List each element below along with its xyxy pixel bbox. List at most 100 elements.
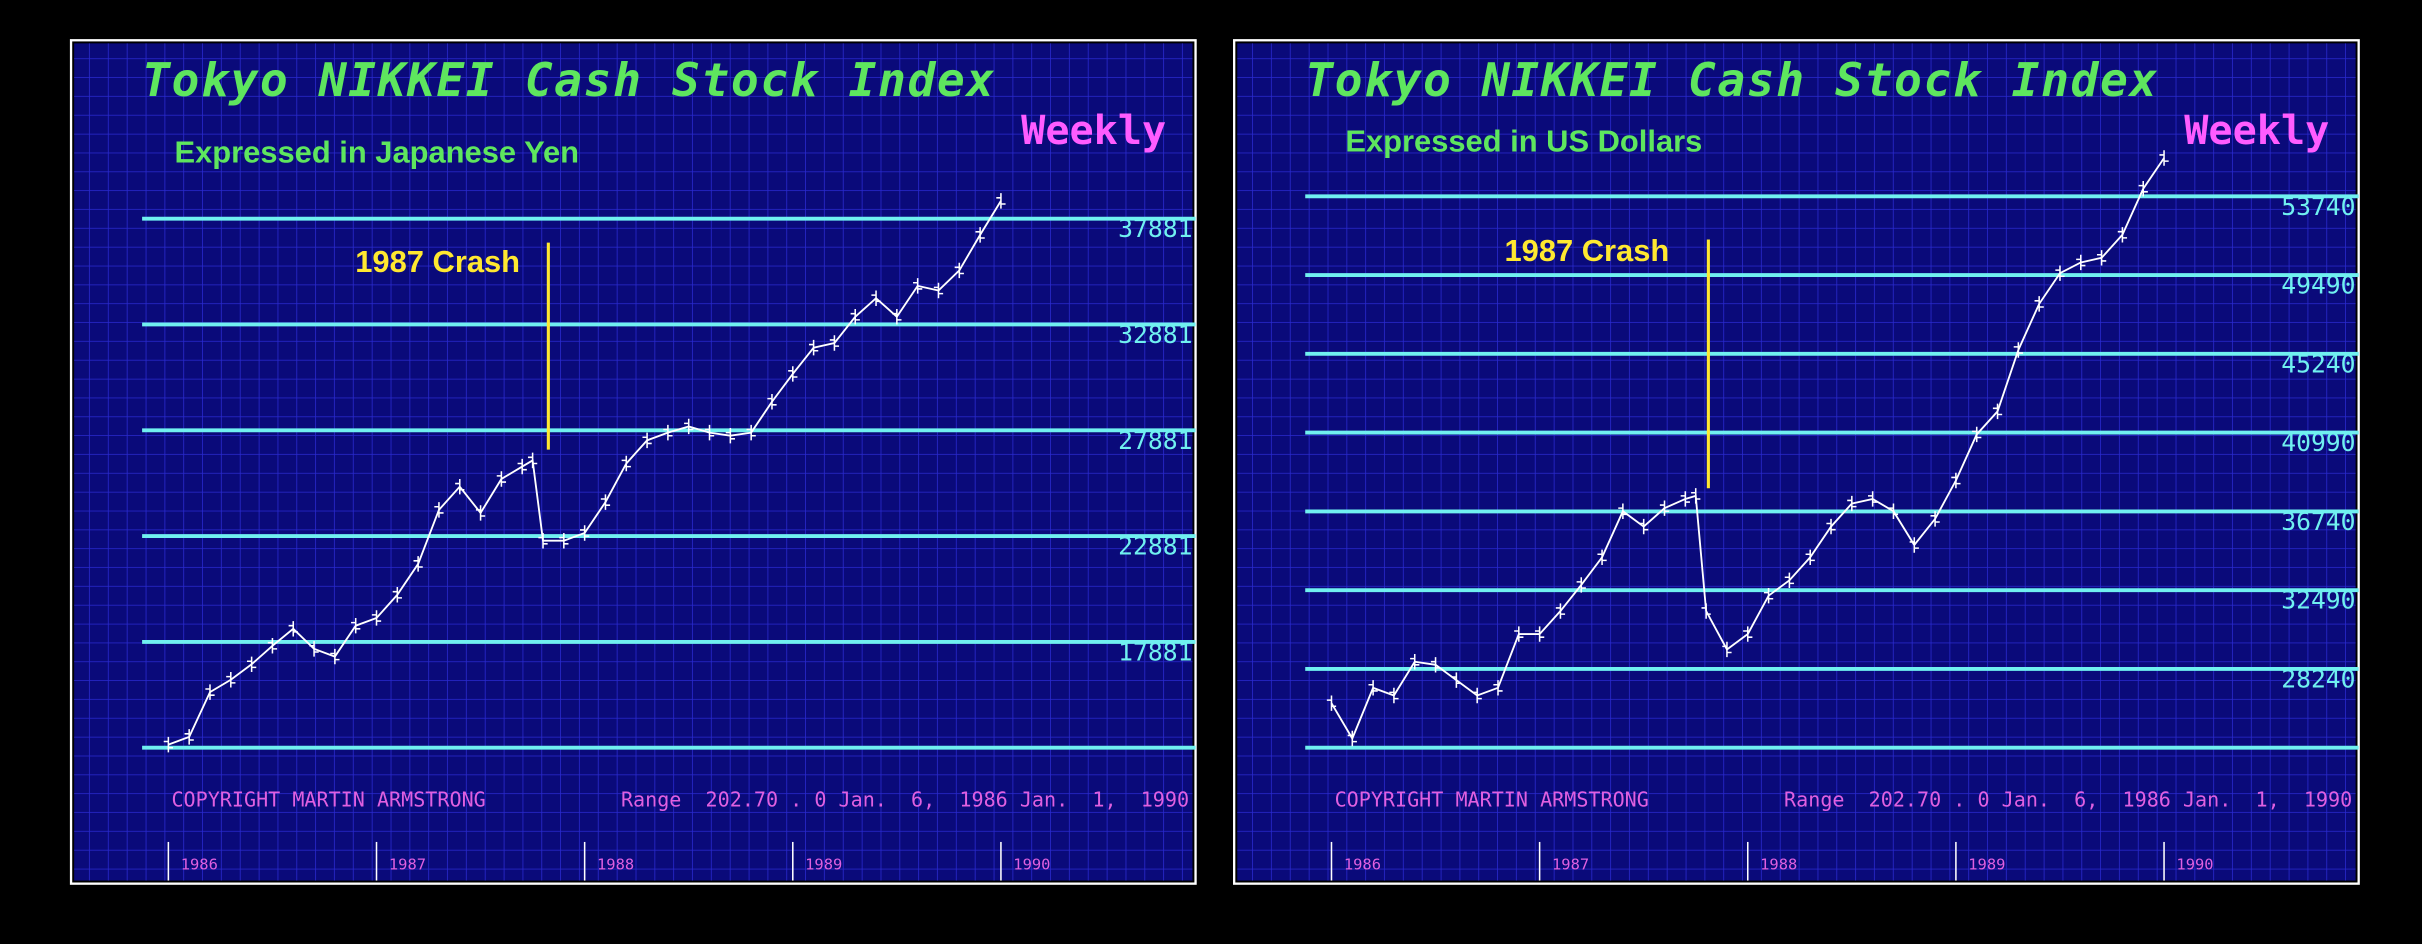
weekly-bar bbox=[871, 290, 881, 306]
weekly-bar bbox=[330, 648, 340, 665]
weekly-bar bbox=[1826, 518, 1836, 535]
chart-panel: Tokyo NIKKEI Cash Stock Index Weekly Expre… bbox=[1233, 39, 2360, 885]
weekly-bar bbox=[2159, 150, 2169, 166]
weekly-bar bbox=[1847, 495, 1857, 512]
weekly-bar bbox=[663, 424, 673, 441]
weekly-bar bbox=[2117, 227, 2128, 243]
weekly-bar bbox=[517, 458, 527, 475]
weekly-bar bbox=[975, 227, 985, 243]
weekly-bar bbox=[1514, 626, 1524, 642]
y-tick-label: 45240 bbox=[2281, 349, 2355, 378]
weekly-bar bbox=[850, 309, 860, 325]
weekly-bar bbox=[1555, 603, 1566, 619]
range-note: Range 202.70 . 0 Jan. 6, 1986 Jan. 1, 19… bbox=[1784, 787, 2352, 811]
x-tick-label: 1990 bbox=[1013, 856, 1050, 874]
weekly-bar bbox=[2034, 296, 2044, 312]
range-note: Range 202.70 . 0 Jan. 6, 1986 Jan. 1, 19… bbox=[621, 787, 1189, 811]
weekly-bar bbox=[267, 638, 278, 654]
weekly-bar bbox=[1951, 472, 1961, 489]
weekly-bar bbox=[1784, 572, 1795, 589]
weekly-bar bbox=[1659, 500, 1670, 516]
y-tick-label: 53740 bbox=[2281, 192, 2355, 221]
weekly-bar bbox=[2055, 265, 2065, 281]
weekly-bar bbox=[2138, 181, 2148, 197]
y-tick-label: 49490 bbox=[2281, 271, 2355, 300]
weekly-bar bbox=[600, 494, 611, 510]
weekly-bar bbox=[788, 366, 798, 382]
weekly-bar bbox=[1639, 518, 1649, 535]
weekly-bar bbox=[1992, 403, 2003, 420]
weekly-bar bbox=[455, 478, 465, 495]
y-tick-label: 22881 bbox=[1118, 532, 1192, 561]
weekly-bar bbox=[2096, 250, 2107, 266]
weekly-bar bbox=[704, 424, 715, 441]
weekly-bar bbox=[580, 525, 590, 541]
x-tick-label: 1987 bbox=[1552, 856, 1589, 874]
weekly-bar bbox=[351, 617, 361, 634]
weekly-bar bbox=[475, 505, 486, 521]
weekly-bar bbox=[684, 418, 694, 435]
weekly-bar bbox=[246, 656, 257, 673]
weekly-bar bbox=[1472, 687, 1482, 704]
weekly-bar bbox=[1618, 503, 1628, 519]
x-tick-label: 1986 bbox=[181, 856, 218, 874]
y-tick-label: 27881 bbox=[1118, 426, 1192, 455]
chart-subtitle: Expressed in Japanese Yen bbox=[175, 134, 579, 169]
y-tick-label: 37881 bbox=[1118, 214, 1192, 243]
weekly-bar bbox=[1576, 577, 1586, 593]
weekly-bar bbox=[1430, 657, 1441, 673]
x-tick-label: 1986 bbox=[1344, 856, 1381, 874]
y-tick-label: 32881 bbox=[1118, 320, 1192, 349]
copyright: COPYRIGHT MARTIN ARMSTRONG bbox=[1335, 787, 1649, 811]
chart-title: Tokyo NIKKEI Cash Stock Index bbox=[1305, 53, 2159, 107]
y-tick-label: 17881 bbox=[1118, 637, 1192, 666]
weekly-bar bbox=[205, 684, 215, 700]
weekly-bar bbox=[288, 621, 298, 637]
weekly-bar bbox=[642, 432, 652, 449]
weekly-bar bbox=[1930, 511, 1940, 527]
weekly-bar bbox=[1680, 491, 1690, 507]
grid-pattern bbox=[1237, 43, 2356, 881]
frequency-label: Weekly bbox=[2184, 108, 2329, 154]
weekly-bar bbox=[996, 193, 1006, 209]
weekly-bar bbox=[1805, 549, 1815, 566]
x-tick-label: 1988 bbox=[597, 856, 634, 874]
weekly-bar bbox=[892, 309, 902, 325]
weekly-bar bbox=[1691, 488, 1701, 504]
x-tick-label: 1987 bbox=[389, 856, 426, 874]
weekly-bar bbox=[1888, 503, 1899, 519]
weekly-bar bbox=[1451, 672, 1462, 688]
weekly-bar bbox=[1368, 680, 1378, 696]
x-tick-label: 1990 bbox=[2176, 856, 2213, 874]
chart-subtitle: Expressed in US Dollars bbox=[1345, 123, 1702, 158]
weekly-bar bbox=[1534, 626, 1545, 642]
weekly-bar bbox=[2013, 342, 2023, 358]
weekly-bar bbox=[954, 262, 964, 279]
y-tick-label: 28240 bbox=[2281, 664, 2355, 693]
weekly-bar bbox=[808, 339, 819, 356]
copyright: COPYRIGHT MARTIN ARMSTRONG bbox=[171, 787, 485, 811]
weekly-bar bbox=[527, 452, 538, 469]
weekly-bar bbox=[1743, 626, 1753, 642]
weekly-bar bbox=[1701, 603, 1711, 619]
weekly-bar bbox=[559, 533, 569, 549]
weekly-bar bbox=[1763, 587, 1774, 604]
weekly-bar bbox=[2076, 254, 2086, 271]
weekly-bar bbox=[1493, 680, 1503, 696]
annotation: 1987 Crash bbox=[355, 244, 520, 279]
weekly-bar bbox=[1722, 641, 1732, 658]
frequency-label: Weekly bbox=[1021, 108, 1166, 154]
weekly-bar bbox=[413, 556, 423, 572]
weekly-bar bbox=[1389, 687, 1399, 704]
weekly-bar bbox=[1868, 491, 1878, 507]
annotation: 1987 Crash bbox=[1504, 233, 1669, 268]
weekly-bar bbox=[1410, 654, 1420, 670]
weekly-bar bbox=[392, 587, 402, 603]
x-tick-label: 1988 bbox=[1760, 856, 1797, 874]
x-tick-label: 1989 bbox=[1968, 856, 2005, 874]
weekly-bar bbox=[1347, 730, 1357, 747]
weekly-bar bbox=[725, 427, 735, 444]
weekly-bar bbox=[226, 672, 236, 688]
